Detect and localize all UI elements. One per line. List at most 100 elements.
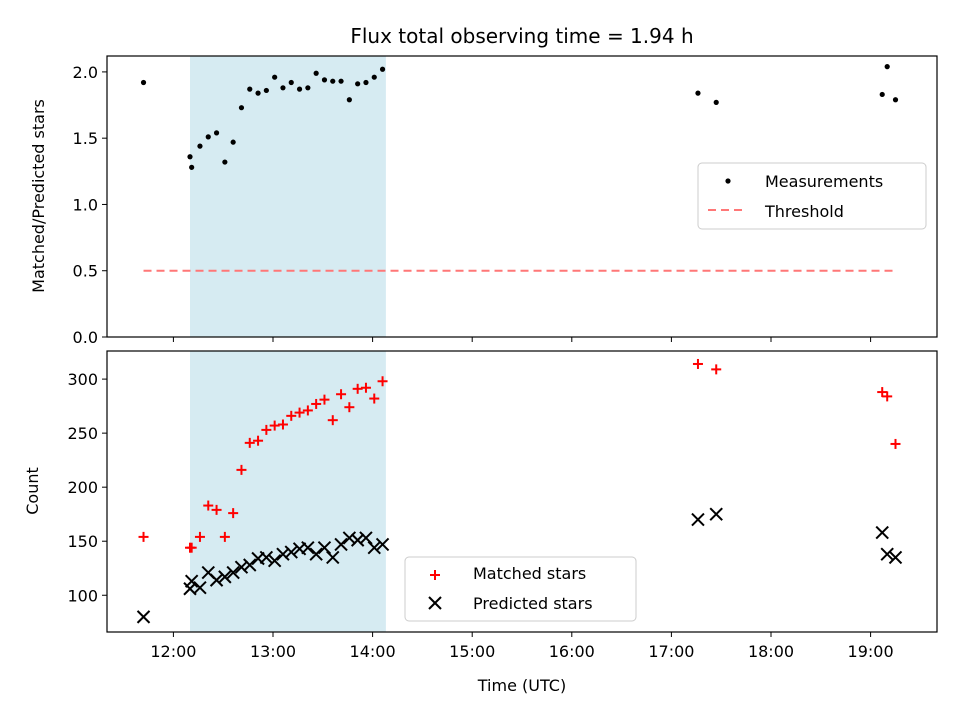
bottom-panel: 100 150 200 250 300 12:00 13:00 14:00 15:00 16:00…: [23, 350, 938, 695]
top-panel: 0.00.51.01.52.0 Matched/Predicted stars …: [29, 55, 938, 347]
predicted-stars-point: [880, 547, 894, 561]
predicted-stars-point: [691, 512, 705, 527]
top-y-tick-label: 1.0: [73, 195, 98, 214]
predicted-stars-point: [367, 540, 381, 555]
measurement-point: [296, 86, 303, 92]
top-y-axis-label: Matched/Predicted stars: [29, 99, 48, 293]
matched-stars-point: [244, 437, 255, 448]
bottom-series-layer: [136, 358, 903, 624]
matched-stars-point: [211, 504, 222, 515]
bottom-shaded-region-layer: [190, 351, 386, 632]
legend-threshold-label: Threshold: [764, 202, 844, 221]
matched-stars-point: [203, 500, 214, 511]
top-shaded-region-layer: [190, 56, 386, 337]
measurement-point: [213, 130, 220, 136]
matched-stars-point: [194, 531, 205, 542]
bottom-y-axis-label: Count: [23, 467, 42, 515]
predicted-stars-point: [267, 553, 282, 568]
matched-stars-point: [186, 542, 197, 553]
bottom-x-tick-label: 13:00: [250, 642, 296, 661]
bottom-y-tick-label: 200: [67, 478, 98, 497]
predicted-stars-point: [309, 547, 323, 561]
bottom-legend: Matched stars Predicted stars: [404, 556, 637, 622]
bottom-x-tick-label: 19:00: [848, 642, 894, 661]
measurement-point: [187, 154, 193, 160]
predicted-stars-point: [243, 558, 257, 572]
measurement-point: [305, 85, 311, 91]
measurement-point: [189, 164, 195, 170]
top-plot-frame: [106, 55, 938, 338]
legend-matched-marker: [430, 570, 440, 580]
measurement-point: [379, 66, 386, 72]
predicted-stars-point: [359, 531, 373, 545]
measurement-point: [338, 78, 344, 84]
bottom-x-tick-label: 18:00: [748, 642, 794, 661]
predicted-stars-point: [875, 525, 889, 540]
predicted-stars-point: [301, 540, 315, 555]
matched-stars-point: [269, 420, 280, 431]
matched-stars-point: [277, 419, 288, 430]
top-y-tick-label: 1.5: [73, 129, 98, 148]
measurement-point: [280, 85, 286, 91]
bottom-x-axis-label: Time (UTC): [477, 676, 566, 695]
predicted-stars-point: [184, 574, 199, 588]
measurement-point: [713, 99, 719, 105]
predicted-stars-point: [276, 547, 290, 561]
predicted-stars-point: [350, 533, 365, 547]
bottom-x-tick-label: 12:00: [150, 642, 196, 661]
matched-stars-point: [319, 394, 330, 405]
top-legend-box: [697, 162, 927, 230]
measurement-point: [272, 74, 278, 80]
measurement-point: [205, 134, 211, 140]
matched-stars-point: [219, 531, 230, 542]
bottom-legend-box: [404, 556, 637, 622]
measurement-point: [346, 97, 352, 103]
predicted-stars-point: [193, 580, 207, 595]
matched-stars-point: [336, 389, 347, 400]
predicted-stars-point: [342, 531, 357, 545]
predicted-stars-point: [375, 537, 390, 552]
matched-stars-point: [360, 382, 371, 393]
bottom-y-tick-label: 300: [67, 370, 98, 389]
predicted-stars-point: [284, 545, 298, 559]
predicted-stars-point: [326, 550, 340, 565]
top-y-tick-label: 2.0: [73, 63, 98, 82]
measurement-point: [197, 143, 203, 149]
matched-stars-point: [882, 391, 893, 402]
matched-stars-point: [327, 415, 338, 426]
measurement-point: [140, 79, 147, 86]
matched-stars-point: [369, 393, 380, 404]
top-y-tick-label: 0.5: [73, 262, 98, 281]
measurement-point: [695, 90, 701, 96]
measurement-point: [884, 64, 890, 70]
legend-predicted-label: Predicted stars: [473, 594, 593, 613]
legend-predicted-marker: [428, 596, 442, 610]
matched-stars-point: [344, 402, 355, 413]
bottom-shaded-region: [190, 351, 386, 632]
matched-stars-point: [311, 398, 322, 409]
matched-stars-point: [286, 410, 297, 421]
legend-measurements-label: Measurements: [765, 172, 883, 191]
bottom-y-tick-label: 100: [67, 586, 98, 605]
top-chart-title: Flux total observing time = 1.94 h: [350, 24, 693, 48]
measurement-point: [313, 70, 319, 76]
bottom-x-tick-label: 15:00: [449, 642, 495, 661]
predicted-stars-point: [709, 507, 723, 521]
measurement-point: [892, 97, 899, 103]
predicted-stars-point: [136, 610, 151, 624]
matched-stars-point: [692, 358, 703, 369]
predicted-stars-point: [226, 565, 240, 580]
predicted-stars-point: [888, 550, 903, 565]
legend-measurements-marker: [725, 178, 731, 184]
predicted-stars-point: [209, 573, 224, 587]
bottom-ticks-layer: 100 150 200 250 300 12:00 13:00 14:00 15:00 16:00…: [67, 370, 893, 661]
measurement-point: [371, 74, 377, 80]
predicted-stars-point: [259, 550, 274, 565]
matched-stars-point: [377, 376, 388, 387]
bottom-y-tick-label: 250: [67, 424, 98, 443]
measurement-point: [247, 86, 253, 92]
matched-stars-point: [253, 435, 264, 446]
measurement-point: [222, 159, 228, 165]
matched-stars-point: [302, 405, 313, 416]
